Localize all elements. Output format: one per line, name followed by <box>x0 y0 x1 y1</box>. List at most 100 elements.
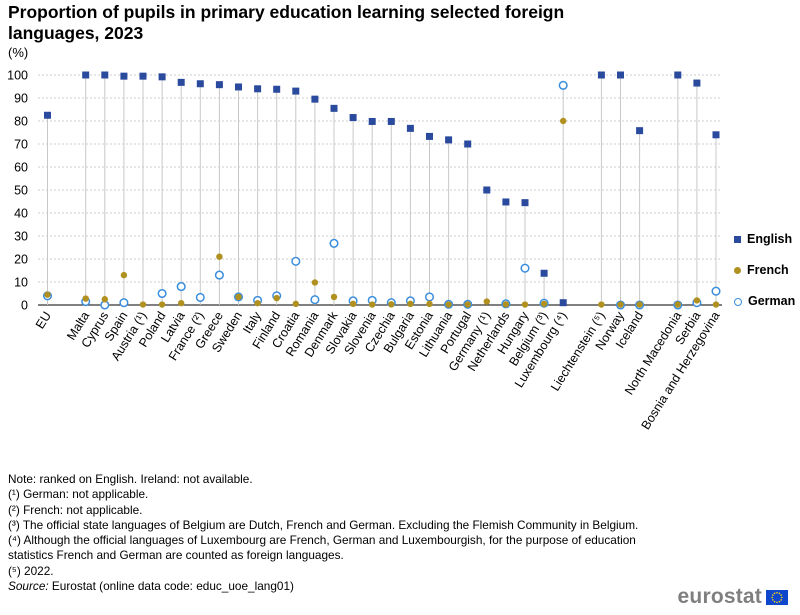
english-point <box>158 73 166 81</box>
y-axis-ticks: 0 10 20 30 40 50 60 70 80 90 100 <box>7 69 28 313</box>
eu-flag-icon <box>766 589 788 605</box>
note-line: (⁵) 2022. <box>8 563 54 578</box>
french-point <box>330 293 338 301</box>
french-point <box>235 293 242 301</box>
legend-item-english[interactable]: English <box>734 232 792 246</box>
english-point <box>674 71 682 79</box>
german-point <box>176 282 186 292</box>
german-point <box>214 270 224 280</box>
stems <box>47 75 717 305</box>
french-point <box>540 300 548 308</box>
english-point <box>559 299 567 307</box>
german-point <box>711 286 721 296</box>
french-point <box>483 298 490 305</box>
dot-marker-icon <box>734 267 741 275</box>
french-point <box>598 301 605 308</box>
english-point <box>712 131 720 139</box>
y-tick-label: 0 <box>21 299 28 313</box>
chart-title: Proportion of pupils in primary educatio… <box>8 2 565 43</box>
english-point <box>636 127 644 135</box>
french-point <box>674 301 681 308</box>
chart-area: 0 10 20 30 40 50 60 70 80 90 100 EU MaltaCyprusSpai… <box>7 69 722 433</box>
source-label: Source: <box>8 579 49 594</box>
note-line: (¹) German: not applicable. <box>8 487 149 502</box>
data-markers <box>42 71 721 310</box>
german-point <box>520 263 530 273</box>
french-point <box>273 294 280 302</box>
note-line: (³) The official state languages of Belg… <box>8 517 639 532</box>
y-tick-label: 50 <box>14 184 28 198</box>
german-point <box>424 292 435 302</box>
french-point <box>101 296 109 303</box>
french-point <box>502 301 510 308</box>
english-point <box>445 136 453 144</box>
grid-lines <box>38 74 722 306</box>
notes-block: Note: ranked on English. Ireland: not av… <box>8 472 658 594</box>
french-point <box>693 297 701 304</box>
english-point <box>426 132 433 140</box>
french-point <box>120 271 128 279</box>
french-point <box>349 300 357 308</box>
hollow-circle-marker-icon <box>734 297 742 306</box>
english-point <box>292 87 300 95</box>
legend-label-german: German <box>748 294 796 308</box>
german-point <box>329 238 339 248</box>
english-point <box>139 72 147 80</box>
x-tick-label: EU <box>33 309 54 331</box>
german-point <box>119 298 129 308</box>
legend-item-french[interactable]: French <box>734 263 789 277</box>
french-point <box>178 299 185 307</box>
y-tick-label: 20 <box>14 253 28 267</box>
english-point <box>387 117 395 125</box>
french-point <box>617 301 624 308</box>
english-point <box>196 80 204 88</box>
english-point <box>44 111 51 119</box>
english-point <box>120 72 128 80</box>
french-point <box>292 300 299 308</box>
french-point <box>82 295 89 302</box>
english-point <box>368 117 376 125</box>
german-point <box>291 256 301 266</box>
english-point <box>82 71 90 79</box>
legend-item-german[interactable]: German <box>734 294 795 308</box>
english-point <box>330 104 338 112</box>
source-line: Source: Eurostat (online data code: educ… <box>8 579 658 594</box>
french-point <box>464 301 471 308</box>
french-point <box>426 300 433 308</box>
legend-label-french: French <box>747 263 789 277</box>
english-point <box>406 124 414 132</box>
english-point <box>483 186 491 194</box>
french-point <box>521 301 529 308</box>
english-point <box>597 71 605 79</box>
french-point <box>560 117 567 125</box>
y-axis-unit: (%) <box>8 45 29 60</box>
english-point <box>540 269 548 277</box>
english-point <box>349 114 357 122</box>
english-point <box>502 198 510 206</box>
french-point <box>445 301 452 308</box>
english-point <box>101 71 109 79</box>
english-point <box>311 95 319 103</box>
y-tick-label: 80 <box>14 115 28 129</box>
french-point <box>388 301 395 308</box>
source-text: Eurostat (online data code: educ_uoe_lan… <box>48 579 294 594</box>
french-point <box>636 301 643 308</box>
french-point <box>311 279 319 286</box>
english-point <box>235 83 242 91</box>
german-point <box>195 292 205 302</box>
french-point <box>158 301 166 308</box>
note-line: Note: ranked on English. Ireland: not av… <box>8 472 253 486</box>
note-line: (²) French: not applicable. <box>8 502 143 517</box>
german-point <box>558 80 568 90</box>
y-tick-label: 100 <box>7 69 28 83</box>
english-point <box>215 81 223 89</box>
logo-text: eurostat <box>677 585 762 608</box>
english-point <box>177 78 185 86</box>
english-point <box>521 199 529 207</box>
french-point <box>712 301 720 308</box>
french-point <box>254 299 261 307</box>
eurostat-logo: eurostat <box>678 585 788 609</box>
english-point <box>464 140 472 148</box>
german-point <box>157 288 167 299</box>
y-tick-label: 70 <box>14 138 28 152</box>
